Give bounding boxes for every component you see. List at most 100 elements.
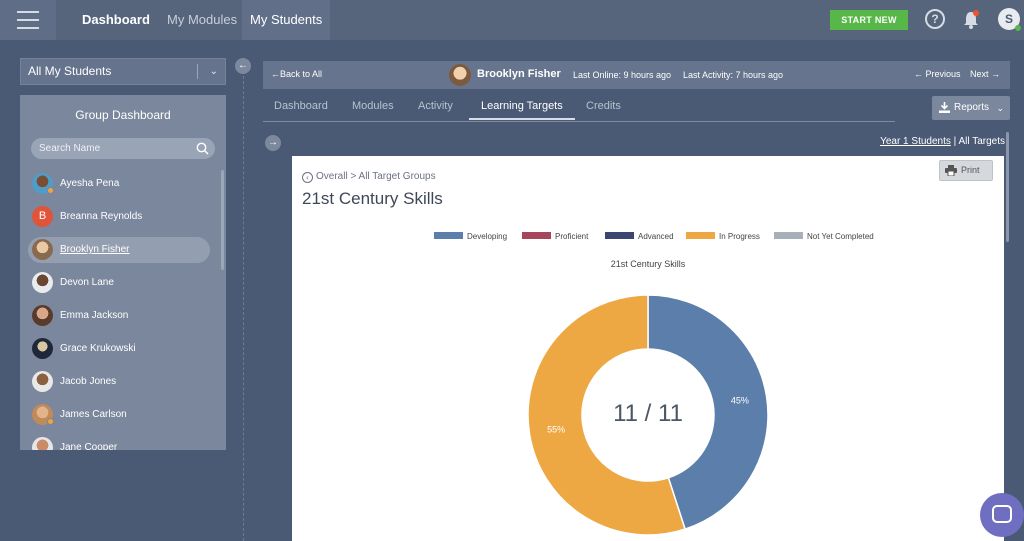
search-icon[interactable]: [196, 142, 209, 155]
student-name: Jane Cooper: [60, 442, 118, 450]
student-list-item[interactable]: Brooklyn Fisher: [28, 237, 210, 263]
student-name: Brooklyn Fisher: [477, 68, 561, 80]
next-student-link[interactable]: Next →: [970, 69, 1001, 79]
student-name: Jacob Jones: [60, 376, 117, 387]
student-list-item[interactable]: Devon Lane: [28, 270, 210, 296]
avatar: [32, 437, 53, 450]
chevron-down-icon: ⌄: [209, 66, 218, 77]
student-list-item[interactable]: Jane Cooper: [28, 435, 210, 450]
donut-slice-developing[interactable]: [647, 294, 769, 531]
context-breadcrumb: Year 1 Students | All Targets: [880, 136, 1005, 147]
student-name: Devon Lane: [60, 277, 114, 288]
legend-swatch: [774, 232, 803, 239]
chat-button[interactable]: [980, 493, 1024, 537]
previous-student-link[interactable]: ← Previous: [914, 69, 961, 79]
student-list-item[interactable]: Emma Jackson: [28, 303, 210, 329]
help-icon[interactable]: ?: [925, 9, 945, 29]
user-avatar[interactable]: S: [998, 8, 1020, 30]
online-status-dot: [1015, 25, 1021, 31]
tab-credits[interactable]: Credits: [586, 100, 621, 112]
chevron-down-icon: ⌄: [996, 103, 1004, 113]
back-circle-icon: ‹: [302, 172, 313, 183]
chart-title: 21st Century Skills: [610, 259, 686, 269]
legend-item[interactable]: Proficient: [522, 232, 588, 241]
student-header-bar: ←Back to All Brooklyn Fisher Last Online…: [263, 61, 1010, 89]
student-name: James Carlson: [60, 409, 127, 420]
student-name: Breanna Reynolds: [60, 211, 143, 222]
legend-swatch: [686, 232, 715, 239]
scrollbar[interactable]: [1006, 132, 1009, 242]
chart-card: ‹ Overall > All Target Groups 21st Centur…: [292, 156, 1004, 541]
tab-activity[interactable]: Activity: [418, 100, 453, 112]
last-online: Last Online: 9 hours ago: [573, 70, 672, 80]
print-label: Print: [961, 165, 980, 175]
nav-my-students[interactable]: My Students: [242, 0, 331, 40]
collapse-sidebar-button[interactable]: ←: [235, 58, 251, 74]
search-placeholder: Search Name: [39, 143, 101, 154]
start-new-button[interactable]: START NEW: [830, 10, 908, 30]
group-dashboard-panel: Group Dashboard Search Name Ayesha Pena …: [20, 95, 226, 450]
student-name: Emma Jackson: [60, 310, 129, 321]
chat-icon: [992, 505, 1012, 523]
breadcrumb[interactable]: ‹ Overall > All Target Groups: [302, 171, 436, 183]
back-to-all-link[interactable]: ←Back to All: [271, 69, 323, 79]
student-list-item[interactable]: James Carlson: [28, 402, 210, 428]
student-group-select[interactable]: All My Students ⌄: [20, 58, 226, 85]
chart-legend: Developing Proficient Advanced In Progre…: [434, 232, 894, 244]
panel-title: Group Dashboard: [75, 108, 171, 122]
avatar: [449, 64, 471, 86]
year-1-students-link[interactable]: Year 1 Students: [880, 136, 951, 147]
legend-label: Not Yet Completed: [807, 232, 874, 241]
print-button[interactable]: Print: [939, 160, 993, 181]
legend-label: In Progress: [719, 232, 760, 241]
status-badge: [47, 187, 54, 194]
student-list-item[interactable]: Grace Krukowski: [28, 336, 210, 362]
expand-button[interactable]: →: [265, 135, 281, 151]
notification-dot: [973, 10, 979, 16]
legend-label: Developing: [467, 232, 508, 241]
donut-slice-in-progress[interactable]: [527, 294, 687, 536]
divider: [197, 64, 198, 79]
current-context: All Targets: [958, 136, 1005, 147]
avatar: [32, 371, 53, 392]
student-list-item[interactable]: B Breanna Reynolds: [28, 204, 210, 230]
status-badge: [47, 418, 54, 425]
nav-dashboard[interactable]: Dashboard: [82, 12, 150, 27]
avatar: [32, 272, 53, 293]
avatar: [32, 305, 53, 326]
top-bar: Dashboard My Modules My Students START N…: [0, 0, 1024, 40]
tab-modules[interactable]: Modules: [352, 100, 394, 112]
search-input[interactable]: Search Name: [31, 138, 215, 159]
legend-item[interactable]: Advanced: [605, 232, 674, 241]
student-name: Grace Krukowski: [60, 343, 136, 354]
menu-icon[interactable]: [0, 0, 56, 40]
legend-item[interactable]: Not Yet Completed: [774, 232, 874, 241]
legend-swatch: [434, 232, 463, 239]
download-icon: [939, 102, 950, 113]
reports-button[interactable]: Reports ⌄: [932, 96, 1010, 120]
student-group-select-value: All My Students: [28, 64, 112, 78]
avatar: [32, 239, 53, 260]
legend-item[interactable]: Developing: [434, 232, 507, 241]
donut-center-label: 11 / 11: [613, 400, 683, 427]
scrollbar[interactable]: [221, 170, 224, 270]
tab-dashboard[interactable]: Dashboard: [274, 100, 328, 112]
divider: [243, 76, 244, 541]
student-list-item[interactable]: Jacob Jones: [28, 369, 210, 395]
slice-data-label: 55%: [547, 425, 565, 435]
student-list-item[interactable]: Ayesha Pena: [28, 171, 210, 197]
last-activity: Last Activity: 7 hours ago: [683, 70, 784, 80]
legend-label: Advanced: [638, 232, 674, 241]
slice-data-label: 45%: [731, 395, 749, 405]
nav-my-modules[interactable]: My Modules: [167, 12, 238, 27]
student-tabs: Dashboard Modules Activity Learning Targ…: [263, 95, 895, 122]
printer-icon: [945, 165, 957, 176]
breadcrumb-text: Overall > All Target Groups: [316, 171, 436, 182]
reports-label: Reports: [954, 102, 990, 113]
avatar: [32, 338, 53, 359]
student-name: Ayesha Pena: [60, 178, 120, 189]
tab-learning-targets[interactable]: Learning Targets: [469, 100, 575, 120]
legend-swatch: [522, 232, 551, 239]
legend-swatch: [605, 232, 634, 239]
legend-item[interactable]: In Progress: [686, 232, 760, 241]
